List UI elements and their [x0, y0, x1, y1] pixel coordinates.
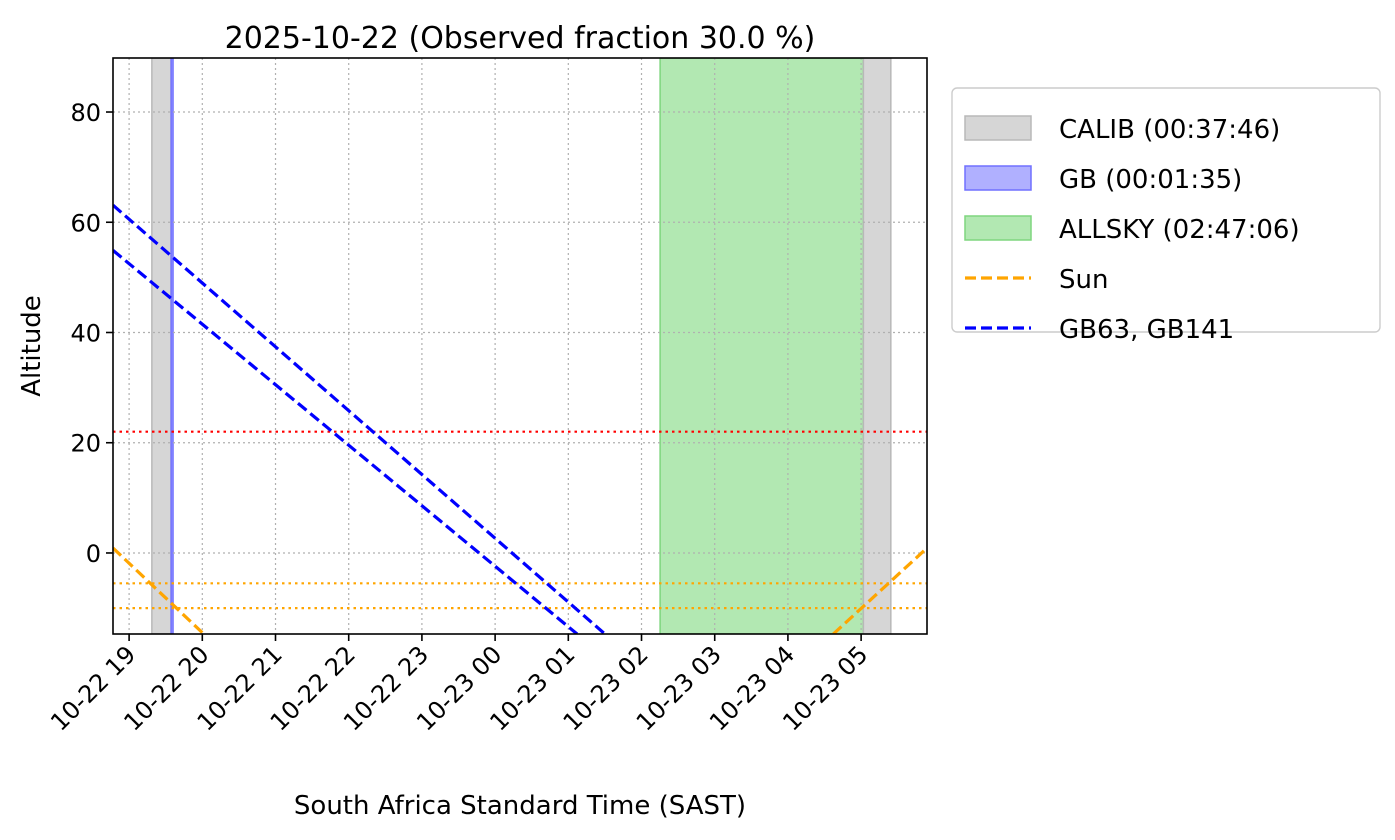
span-allsky	[659, 58, 865, 634]
legend-label: CALIB (00:37:46)	[1059, 115, 1280, 145]
plot-frame	[112, 57, 928, 635]
legend-label: ALLSKY (02:47:06)	[1059, 215, 1300, 245]
legend-swatch	[964, 165, 1032, 191]
y-axis-label: Altitude	[17, 295, 47, 397]
series-line-sun-rising-	[832, 546, 927, 634]
legend-label: GB63, GB141	[1059, 315, 1234, 345]
series-line-sun-setting-	[113, 546, 205, 634]
series-line-gb141	[113, 249, 579, 634]
span-calib	[862, 58, 892, 634]
legend-label: Sun	[1059, 265, 1108, 295]
series-line-gb63	[113, 203, 606, 634]
y-tick-label: 40	[70, 319, 101, 347]
y-tick-label: 80	[70, 99, 101, 127]
y-tick-label: 0	[86, 540, 101, 568]
legend-label: GB (00:01:35)	[1059, 165, 1242, 195]
legend: CALIB (00:37:46) GB (00:01:35) ALLSKY (02:…	[951, 87, 1381, 345]
span-gb	[170, 58, 174, 634]
y-tick-label: 60	[70, 209, 101, 237]
legend-swatch	[964, 115, 1032, 141]
span-calib	[151, 58, 172, 634]
y-tick-label: 20	[70, 430, 101, 458]
x-axis-label: South Africa Standard Time (SAST)	[294, 791, 746, 821]
legend-swatch	[964, 215, 1032, 241]
chart-title: 2025-10-22 (Observed fraction 30.0 %)	[225, 21, 816, 56]
